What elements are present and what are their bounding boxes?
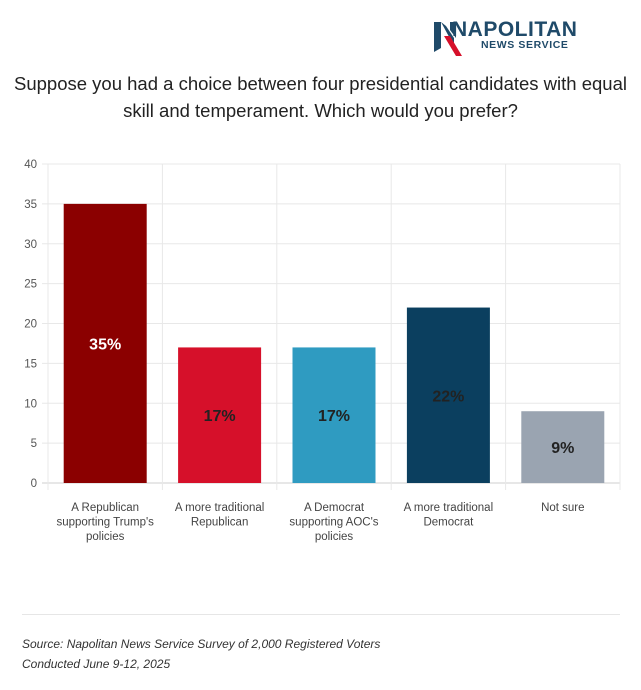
x-tick-label: A more traditional	[404, 502, 494, 514]
logo-name: NAPOLITAN	[452, 18, 578, 41]
conducted-line: Conducted June 9-12, 2025	[22, 657, 171, 671]
data-label: 17%	[204, 408, 236, 425]
x-tick-label: supporting AOC's	[289, 517, 378, 529]
y-tick-label: 20	[24, 319, 37, 331]
y-tick-label: 30	[24, 239, 37, 251]
bar-chart: 0 5 10 15 20 25 30 35 40 35% A Republican supportin…	[24, 159, 621, 543]
chart-title-line-1: Suppose you had a choice between four pr…	[14, 73, 627, 94]
y-tick-label: 5	[31, 438, 37, 450]
bar	[292, 347, 376, 483]
x-tick-label: A Democrat	[304, 502, 365, 514]
data-label: 35%	[89, 336, 121, 353]
bar	[406, 307, 490, 483]
data-label: 17%	[318, 408, 350, 425]
bar	[63, 203, 147, 483]
x-tick-label: policies	[315, 531, 354, 543]
x-tick-label: Not sure	[541, 502, 584, 514]
x-tick-label: Democrat	[423, 517, 474, 529]
bar	[178, 347, 262, 483]
source-line: Source: Napolitan News Service Survey of…	[22, 637, 381, 651]
y-tick-label: 25	[24, 279, 37, 291]
x-tick-label: Republican	[191, 517, 249, 529]
data-label: 9%	[551, 440, 574, 457]
chart-title-line-2: skill and temperament. Which would you p…	[123, 100, 518, 121]
data-label: 22%	[432, 388, 464, 405]
y-tick-label: 10	[24, 398, 37, 410]
napolitan-logo: NAPOLITAN NEWS SERVICE	[432, 18, 592, 58]
x-tick-label: A more traditional	[175, 502, 265, 514]
divider	[22, 614, 620, 615]
y-tick-label: 40	[24, 159, 37, 171]
napolitan-n-logo-icon	[434, 22, 462, 56]
x-tick-label: A Republican	[71, 502, 139, 514]
logo-subtitle: NEWS SERVICE	[481, 39, 569, 51]
y-tick-label: 0	[31, 478, 37, 490]
bar	[521, 411, 605, 483]
chart-title: Suppose you had a choice between four pr…	[0, 70, 641, 124]
y-tick-label: 15	[24, 358, 37, 370]
x-tick-label: supporting Trump's	[56, 517, 154, 529]
y-tick-label: 35	[24, 199, 37, 211]
x-tick-label: policies	[86, 531, 125, 543]
